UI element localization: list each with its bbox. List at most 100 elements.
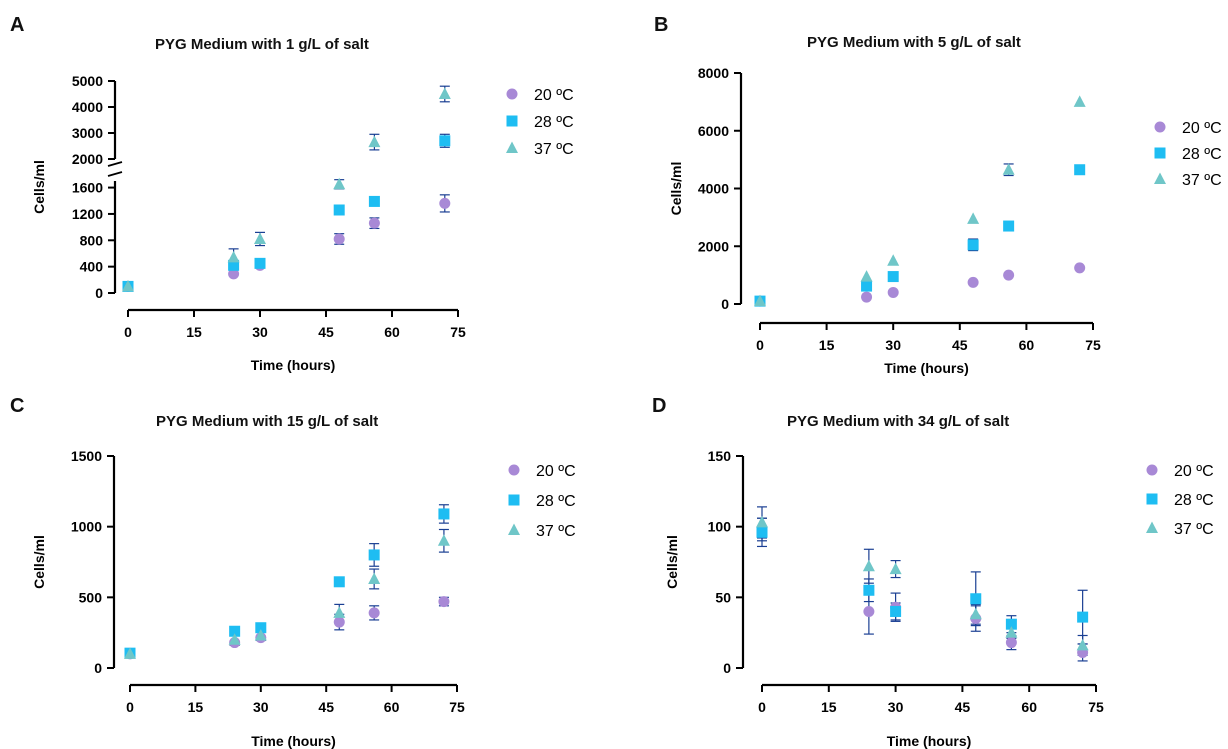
data-point	[122, 279, 134, 292]
data-point	[333, 233, 345, 245]
x-tick-label: 15	[188, 699, 204, 715]
data-point	[863, 605, 875, 617]
data-point	[1005, 637, 1017, 649]
data-point	[1076, 638, 1089, 651]
data-point	[368, 217, 380, 229]
data-point	[1003, 269, 1015, 281]
y-tick-label: 0	[95, 285, 103, 301]
y-tick-label: 2000	[72, 151, 103, 167]
x-tick-label: 0	[124, 324, 132, 340]
data-point	[756, 515, 768, 528]
legend-marker	[1154, 172, 1166, 184]
data-point	[1003, 220, 1015, 232]
data-point	[861, 280, 873, 292]
data-point	[254, 232, 266, 244]
data-point	[862, 559, 875, 572]
chart-a-plot: 0 400 800 1200 1600 2000 3000 4000 5000 0 15 30 45 60…	[31, 73, 574, 373]
y-tick-label: 0	[94, 660, 102, 676]
y-tick-label: 6000	[698, 123, 729, 139]
legend-label: 20 ºC	[1174, 463, 1214, 480]
legend-label: 37 ºC	[1182, 172, 1222, 189]
y-tick-label: 1600	[72, 180, 103, 196]
legend-label: 20 ºC	[534, 87, 574, 104]
data-point	[887, 271, 899, 283]
legend-label: 20 ºC	[536, 463, 576, 480]
x-tick-label: 15	[821, 699, 837, 715]
data-point	[368, 135, 381, 148]
x-tick-label: 60	[1021, 699, 1037, 715]
x-tick-label: 75	[449, 699, 465, 715]
y-tick-label: 0	[723, 660, 731, 676]
legend-marker	[508, 523, 520, 535]
data-point	[438, 508, 450, 520]
data-point	[333, 606, 346, 618]
data-point	[861, 291, 873, 303]
data-point	[333, 576, 345, 588]
data-point	[333, 616, 345, 628]
data-point	[1002, 163, 1015, 175]
data-point	[254, 257, 266, 269]
y-tick-label: 1000	[71, 519, 102, 535]
x-tick-label: 60	[384, 324, 400, 340]
chart-c-plot: 0 500 1000 1500 0 15 30 45 60 75 Time (hours) Cells…	[31, 448, 576, 749]
chart-panel-c: C PYG Medium with 15 g/L of salt 0 500 100…	[0, 375, 614, 749]
y-tick-label: 150	[708, 448, 732, 464]
data-point	[890, 605, 902, 617]
x-tick-label: 0	[756, 337, 764, 353]
legend-marker	[508, 464, 520, 476]
legend-label: 37 ºC	[536, 523, 576, 540]
data-point	[1073, 95, 1086, 107]
data-point	[368, 607, 380, 619]
legend-marker	[1154, 147, 1166, 159]
legend-label: 37 ºC	[1174, 521, 1214, 538]
legend-marker	[1146, 521, 1158, 533]
chart-title: PYG Medium with 1 g/L of salt	[155, 36, 369, 53]
y-tick-label: 8000	[698, 65, 729, 81]
legend-marker	[1146, 493, 1158, 505]
panel-letter: A	[10, 14, 25, 36]
data-point	[228, 633, 241, 645]
legend-marker	[508, 494, 520, 506]
data-point	[887, 254, 900, 266]
y-tick-label: 100	[708, 519, 732, 535]
x-tick-label: 60	[1019, 337, 1035, 353]
y-axis-label: Cells/ml	[31, 535, 47, 589]
y-tick-label: 500	[79, 589, 103, 605]
data-point	[969, 607, 982, 620]
x-tick-label: 45	[955, 699, 971, 715]
data-point	[368, 195, 380, 207]
x-tick-label: 30	[885, 337, 901, 353]
data-point	[756, 526, 768, 538]
data-point	[1074, 164, 1086, 176]
x-axis-label: Time (hours)	[884, 360, 969, 376]
x-tick-label: 30	[888, 699, 904, 715]
legend-label: 28 ºC	[1174, 492, 1214, 509]
legend-label: 20 ºC	[1182, 120, 1222, 137]
x-tick-label: 15	[819, 337, 835, 353]
y-axis-label: Cells/ml	[31, 160, 47, 214]
x-tick-label: 45	[952, 337, 968, 353]
chart-panel-a: A PYG Medium with 1 g/L of salt 0 400 800 1…	[0, 0, 614, 375]
data-point	[967, 239, 979, 251]
chart-panel-d: D PYG Medium with 34 g/L of salt 0 50 100 1…	[614, 375, 1228, 749]
data-point	[439, 135, 451, 147]
legend-marker	[506, 141, 518, 153]
data-point	[438, 596, 450, 608]
data-point	[228, 268, 240, 280]
legend-label: 28 ºC	[536, 493, 576, 510]
x-tick-label: 0	[758, 699, 766, 715]
y-axis-label: Cells/ml	[664, 535, 680, 589]
data-point	[124, 647, 136, 659]
chart-d-plot: 0 50 100 150 0 15 30 45 60 75 Time (hours) Cells/ml…	[664, 448, 1214, 749]
data-point	[333, 204, 345, 216]
chart-title: PYG Medium with 15 g/L of salt	[156, 413, 379, 430]
y-tick-label: 50	[715, 589, 731, 605]
y-axis-label: Cells/ml	[668, 162, 684, 216]
x-axis-label: Time (hours)	[887, 733, 972, 749]
data-point	[754, 294, 766, 307]
y-tick-label: 0	[721, 296, 729, 312]
y-tick-label: 800	[80, 232, 104, 248]
x-tick-label: 15	[186, 324, 202, 340]
y-tick-label: 400	[80, 259, 104, 275]
x-tick-label: 75	[450, 324, 466, 340]
